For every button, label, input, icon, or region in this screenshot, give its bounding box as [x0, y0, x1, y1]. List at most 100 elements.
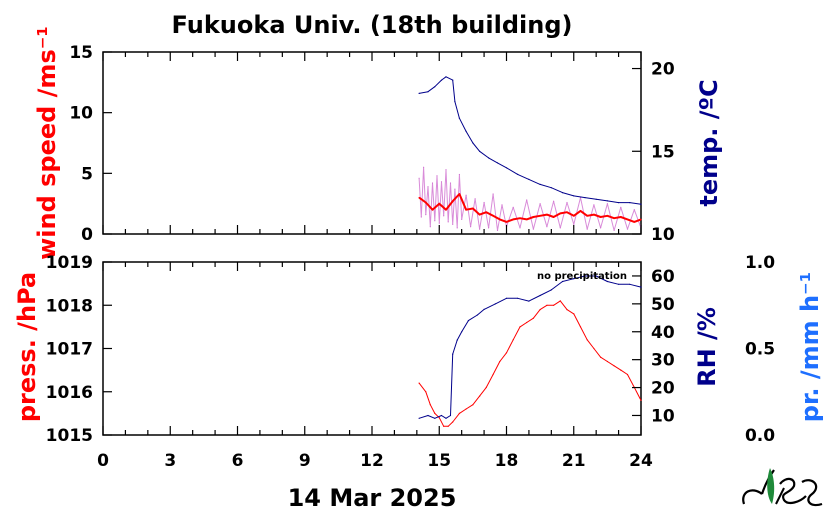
right-tick-label: 15	[651, 142, 675, 162]
data-point-press	[519, 326, 521, 328]
data-point-rh	[483, 308, 485, 310]
data-point-press	[539, 309, 541, 311]
data-point-mean	[472, 207, 474, 210]
data-point-press	[620, 369, 622, 371]
data-point-mean	[553, 216, 555, 218]
data-point-temp	[505, 167, 508, 169]
data-point-mean	[546, 214, 548, 216]
data-point-press	[458, 412, 460, 414]
data-point-temp	[452, 79, 454, 81]
data-point-press	[418, 382, 420, 384]
data-point-press	[434, 412, 436, 414]
data-point-raw	[613, 229, 615, 231]
data-point-rh	[456, 339, 458, 341]
pressure-axis-label: press. /hPa	[13, 272, 41, 422]
x-tick-label: 0	[97, 451, 109, 471]
data-point-mean	[458, 193, 460, 195]
bottom-panel-frame	[102, 261, 642, 436]
data-point-mean	[579, 210, 582, 212]
data-point-raw	[465, 194, 467, 196]
right-tick-label: 60	[651, 267, 675, 287]
data-point-mean	[438, 203, 440, 205]
data-point-raw	[526, 199, 528, 201]
data-point-raw	[418, 177, 420, 179]
data-point-press	[499, 360, 501, 363]
precipitation-tick-label: 0.0	[745, 426, 775, 446]
data-point-raw	[425, 214, 427, 216]
data-point-mean	[465, 209, 467, 211]
data-point-temp	[561, 192, 564, 194]
data-point-raw	[586, 228, 588, 230]
data-point-press	[429, 404, 431, 406]
data-point-press	[472, 404, 474, 406]
data-point-raw	[501, 204, 503, 206]
institution-logo-icon	[742, 468, 823, 507]
data-point-raw	[606, 203, 609, 205]
data-point-press	[613, 365, 615, 367]
data-point-temp	[629, 202, 631, 204]
wind-speed-axis-label: wind speed /ms⁻¹	[33, 26, 61, 260]
left-tick-label: 1018	[46, 296, 93, 316]
data-point-raw	[420, 216, 422, 218]
precipitation-tick-label: 1.0	[745, 253, 775, 273]
data-point-raw	[620, 206, 622, 208]
data-point-temp	[445, 76, 447, 78]
data-point-mean	[620, 216, 622, 218]
data-point-mean	[505, 221, 508, 223]
data-point-raw	[593, 204, 595, 206]
data-point-press	[485, 386, 487, 388]
left-tick-label: 15	[69, 43, 93, 63]
data-point-press	[546, 304, 548, 306]
data-point-raw	[600, 227, 602, 229]
x-tick-label: 24	[629, 451, 653, 471]
data-point-temp	[528, 178, 530, 180]
data-point-raw	[479, 228, 481, 230]
data-point-press	[452, 421, 454, 423]
data-point-rh	[427, 414, 429, 417]
data-point-raw	[438, 222, 440, 224]
data-point-mean	[600, 216, 602, 218]
data-point-rh	[476, 314, 478, 316]
data-point-press	[586, 339, 588, 341]
data-point-rh	[449, 414, 452, 417]
data-point-press	[553, 304, 555, 306]
data-point-raw	[626, 228, 629, 230]
right-tick-label: 20	[651, 379, 675, 399]
data-point-raw	[434, 220, 436, 222]
data-point-raw	[573, 223, 575, 225]
left-tick-label: 1015	[46, 426, 93, 446]
data-point-mean	[425, 201, 427, 204]
data-point-temp	[496, 162, 499, 164]
right-tick-label: 50	[651, 295, 675, 315]
data-point-press	[425, 391, 427, 393]
data-point-raw	[483, 201, 485, 204]
data-point-mean	[613, 217, 615, 219]
data-point-mean	[593, 214, 595, 216]
data-point-raw	[427, 186, 429, 188]
data-point-mean	[626, 218, 629, 220]
bottom-panel-series	[418, 275, 642, 427]
series-line-temp	[419, 76, 642, 205]
data-point-raw	[456, 227, 458, 229]
data-point-press	[447, 425, 449, 427]
chart-title: Fukuoka Univ. (18th building)	[172, 11, 573, 39]
data-point-rh	[629, 283, 631, 285]
data-point-mean	[539, 215, 541, 217]
data-point-rh	[461, 331, 463, 333]
x-tick-label: 6	[232, 451, 244, 471]
data-point-press	[492, 373, 494, 376]
data-point-mean	[586, 215, 588, 217]
data-point-press	[573, 313, 575, 315]
data-point-raw	[436, 175, 438, 177]
data-point-raw	[559, 227, 561, 229]
data-point-raw	[431, 182, 434, 184]
data-point-rh	[573, 278, 575, 280]
data-point-press	[559, 300, 561, 302]
data-point-mean	[485, 211, 487, 213]
x-tick-label: 21	[562, 451, 586, 471]
data-point-rh	[434, 417, 436, 419]
data-point-rh	[561, 280, 564, 283]
data-point-temp	[550, 187, 552, 189]
data-point-raw	[447, 221, 449, 223]
data-point-press	[505, 352, 508, 354]
